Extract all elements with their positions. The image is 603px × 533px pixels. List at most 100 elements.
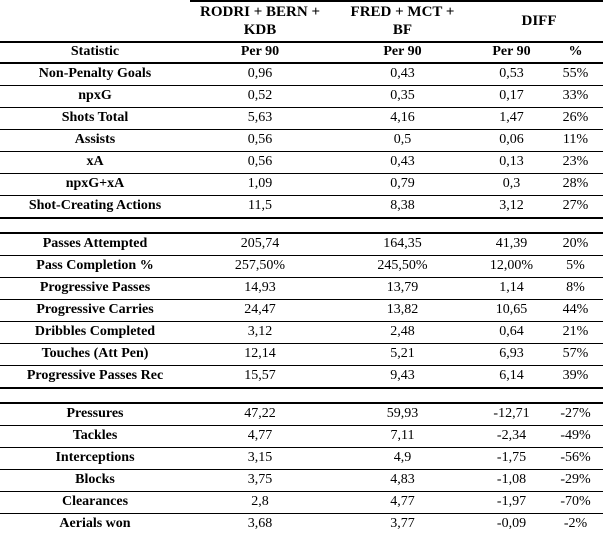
stat-value: -70%	[548, 491, 603, 514]
statistic-label: Touches (Att Pen)	[0, 343, 190, 366]
statistic-label: Progressive Passes Rec	[0, 365, 190, 389]
stat-value: 57%	[548, 343, 603, 366]
stat-value: 1,14	[475, 277, 548, 300]
statistic-label: npxG+xA	[0, 173, 190, 196]
stat-value: -2%	[548, 513, 603, 533]
stat-value: 0,13	[475, 151, 548, 174]
table-row: Shots Total 5,63 4,16 1,47 26%	[0, 107, 603, 130]
statistic-label: Non-Penalty Goals	[0, 62, 190, 86]
stat-value: 0,56	[190, 129, 330, 152]
stat-value: 39%	[548, 365, 603, 389]
stat-value: 8,38	[330, 195, 475, 219]
stat-value: 4,9	[330, 447, 475, 470]
stat-value: -2,34	[475, 425, 548, 448]
stat-value: 1,09	[190, 173, 330, 196]
statistic-label: Aerials won	[0, 513, 190, 533]
table-row: Interceptions 3,15 4,9 -1,75 -56%	[0, 447, 603, 470]
statistic-label: Passes Attempted	[0, 232, 190, 256]
section-attacking: Non-Penalty Goals 0,96 0,43 0,53 55% npxG 0,52…	[0, 62, 603, 219]
table-row: Progressive Passes Rec 15,57 9,43 6,14 39%	[0, 365, 603, 389]
table-row: Progressive Carries 24,47 13,82 10,65 44%	[0, 299, 603, 322]
column-header-statistic: Statistic	[0, 42, 190, 64]
stat-value: 0,3	[475, 173, 548, 196]
stat-value: 0,53	[475, 62, 548, 86]
stat-value: 5,63	[190, 107, 330, 130]
table-row: npxG 0,52 0,35 0,17 33%	[0, 85, 603, 108]
stat-value: 33%	[548, 85, 603, 108]
stat-value: 164,35	[330, 232, 475, 256]
stat-value: 8%	[548, 277, 603, 300]
stat-value: -56%	[548, 447, 603, 470]
group-header-rodri-bern-kdb: RODRI + BERN + KDB	[190, 0, 330, 43]
stat-value: 245,50%	[330, 255, 475, 278]
section-possession: Passes Attempted 205,74 164,35 41,39 20% Pass…	[0, 232, 603, 389]
stat-value: 23%	[548, 151, 603, 174]
stat-value: 4,77	[190, 425, 330, 448]
table-row: Pressures 47,22 59,93 -12,71 -27%	[0, 402, 603, 426]
stat-value: 4,83	[330, 469, 475, 492]
table-row: Clearances 2,8 4,77 -1,97 -70%	[0, 491, 603, 514]
section-gap	[0, 388, 603, 403]
stat-value: 26%	[548, 107, 603, 130]
table-row: Non-Penalty Goals 0,96 0,43 0,53 55%	[0, 62, 603, 86]
stat-value: 47,22	[190, 402, 330, 426]
table-row: npxG+xA 1,09 0,79 0,3 28%	[0, 173, 603, 196]
statistic-label: Interceptions	[0, 447, 190, 470]
stat-value: 9,43	[330, 365, 475, 389]
column-header-percent: %	[548, 42, 603, 64]
stat-value: 3,15	[190, 447, 330, 470]
stat-value: 0,5	[330, 129, 475, 152]
stat-value: 55%	[548, 62, 603, 86]
statistic-label: Progressive Carries	[0, 299, 190, 322]
stat-value: 0,52	[190, 85, 330, 108]
corner-empty-cell	[0, 1, 190, 43]
stat-value: 1,47	[475, 107, 548, 130]
column-header-row: Statistic Per 90 Per 90 Per 90 %	[0, 42, 603, 64]
table-row: Pass Completion % 257,50% 245,50% 12,00% 5%	[0, 255, 603, 278]
stat-value: -1,75	[475, 447, 548, 470]
statistic-label: npxG	[0, 85, 190, 108]
column-header-per90-rodri: Per 90	[190, 42, 330, 64]
stat-value: 10,65	[475, 299, 548, 322]
table-row: Touches (Att Pen) 12,14 5,21 6,93 57%	[0, 343, 603, 366]
stat-value: -27%	[548, 402, 603, 426]
table-row: Shot-Creating Actions 11,5 8,38 3,12 27%	[0, 195, 603, 219]
stat-value: 7,11	[330, 425, 475, 448]
stat-value: 0,79	[330, 173, 475, 196]
stat-value: 0,06	[475, 129, 548, 152]
stat-value: 0,56	[190, 151, 330, 174]
statistic-label: Pressures	[0, 402, 190, 426]
stat-value: 3,12	[475, 195, 548, 219]
stat-value: 12,14	[190, 343, 330, 366]
group-header-row: RODRI + BERN + KDB FRED + MCT + BF DIFF	[0, 0, 603, 43]
statistic-label: Dribbles Completed	[0, 321, 190, 344]
stat-value: -0,09	[475, 513, 548, 533]
stat-value: 41,39	[475, 232, 548, 256]
stat-value: 6,14	[475, 365, 548, 389]
group-header-diff: DIFF	[475, 0, 603, 43]
stat-value: 59,93	[330, 402, 475, 426]
table-row: xA 0,56 0,43 0,13 23%	[0, 151, 603, 174]
table-row: Passes Attempted 205,74 164,35 41,39 20%	[0, 232, 603, 256]
statistic-label: Shot-Creating Actions	[0, 195, 190, 219]
stat-value: 0,43	[330, 151, 475, 174]
table-row: Tackles 4,77 7,11 -2,34 -49%	[0, 425, 603, 448]
stat-value: 6,93	[475, 343, 548, 366]
stat-value: 28%	[548, 173, 603, 196]
stat-value: 0,43	[330, 62, 475, 86]
statistic-label: Pass Completion %	[0, 255, 190, 278]
group-header-fred-mct-bf: FRED + MCT + BF	[330, 0, 475, 43]
stat-value: 0,64	[475, 321, 548, 344]
stat-value: -29%	[548, 469, 603, 492]
statistic-label: Tackles	[0, 425, 190, 448]
table-row: Blocks 3,75 4,83 -1,08 -29%	[0, 469, 603, 492]
stat-value: 4,77	[330, 491, 475, 514]
stat-value: 13,82	[330, 299, 475, 322]
stat-value: 27%	[548, 195, 603, 219]
stat-value: 0,96	[190, 62, 330, 86]
stat-value: -1,97	[475, 491, 548, 514]
stat-value: 14,93	[190, 277, 330, 300]
column-header-per90-diff: Per 90	[475, 42, 548, 64]
